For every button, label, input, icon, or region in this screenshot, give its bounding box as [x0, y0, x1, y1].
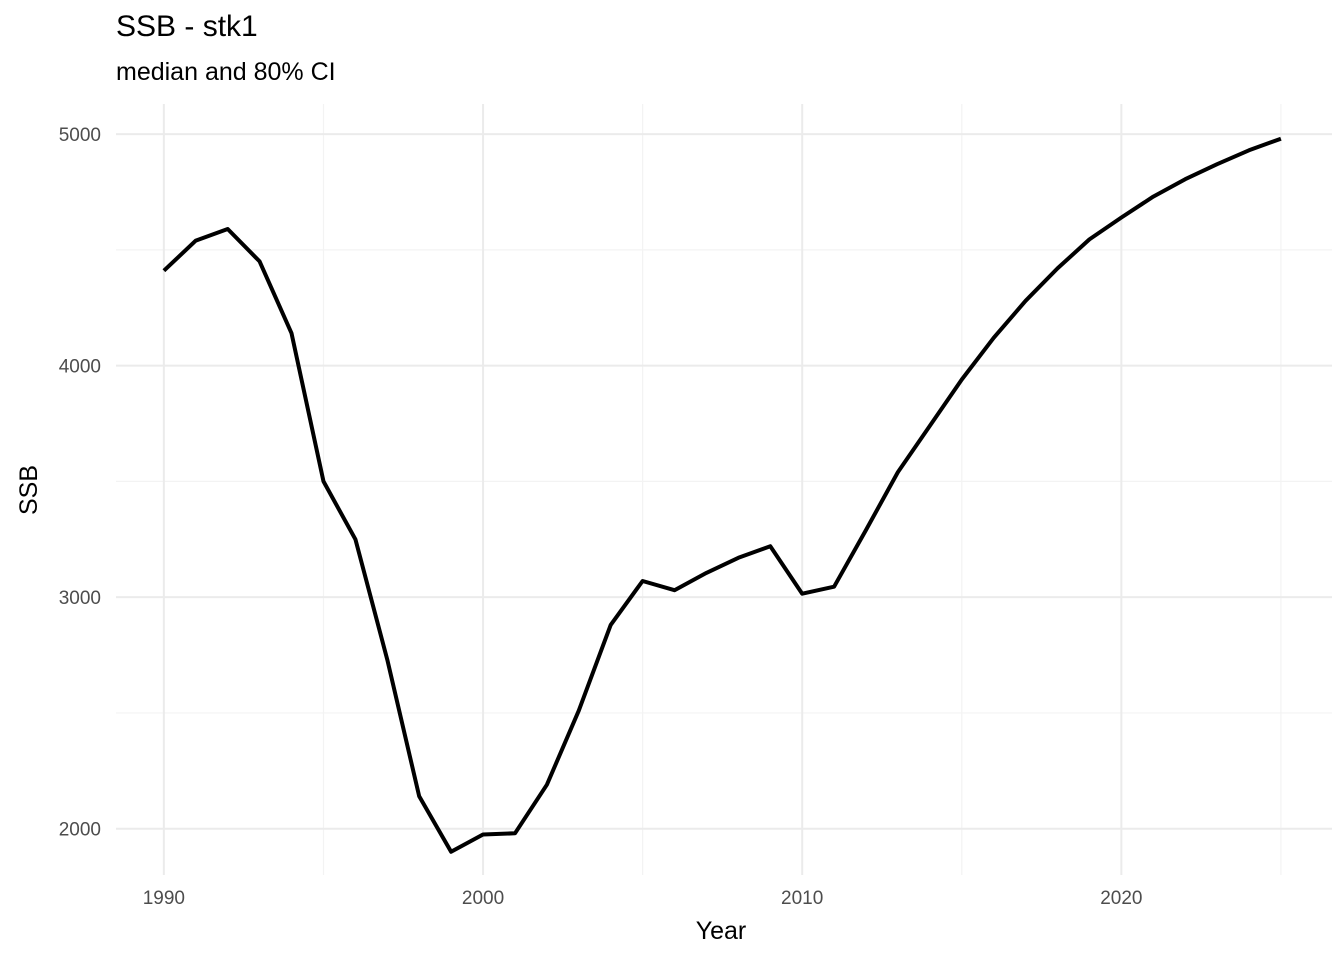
- y-tick-label: 5000: [59, 125, 101, 146]
- y-tick-label: 3000: [59, 588, 101, 609]
- y-axis-title: SSB: [15, 465, 43, 515]
- x-tick-label: 2000: [462, 888, 504, 909]
- x-tick-label: 2010: [781, 888, 823, 909]
- y-tick-label: 4000: [59, 357, 101, 378]
- series-layer: [162, 136, 1282, 854]
- y-tick-label: 2000: [59, 820, 101, 841]
- x-axis-ticks: 1990 2000 2010 2020: [143, 888, 1143, 909]
- minor-grid: [116, 104, 1332, 875]
- x-axis-title: Year: [696, 917, 747, 945]
- chart-title: SSB - stk1: [116, 10, 258, 43]
- chart-subtitle: median and 80% CI: [116, 58, 336, 86]
- y-axis-ticks: 2000 3000 4000 5000: [59, 125, 101, 841]
- x-tick-label: 2020: [1100, 888, 1142, 909]
- ssb-median-line: [162, 136, 1282, 854]
- major-grid: [116, 104, 1332, 875]
- x-tick-label: 1990: [143, 888, 185, 909]
